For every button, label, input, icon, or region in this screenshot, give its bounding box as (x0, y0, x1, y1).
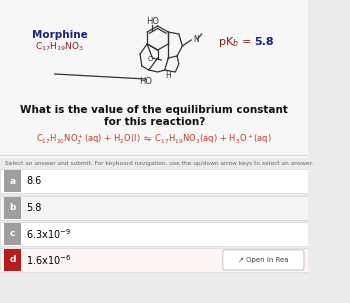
FancyBboxPatch shape (4, 249, 21, 271)
FancyBboxPatch shape (0, 196, 308, 220)
FancyBboxPatch shape (4, 197, 21, 219)
FancyBboxPatch shape (4, 223, 21, 245)
FancyBboxPatch shape (223, 250, 304, 270)
Text: Morphine: Morphine (32, 30, 88, 40)
FancyBboxPatch shape (0, 169, 308, 193)
FancyBboxPatch shape (4, 170, 21, 192)
Text: b: b (9, 204, 15, 212)
Text: HO: HO (146, 18, 159, 26)
Text: H: H (166, 72, 171, 81)
Text: ↗ Open in Rea: ↗ Open in Rea (238, 257, 289, 263)
FancyBboxPatch shape (0, 275, 308, 303)
Text: 5.8: 5.8 (27, 203, 42, 213)
Text: 1.6x10$^{-6}$: 1.6x10$^{-6}$ (27, 253, 72, 267)
Text: C$_{17}$H$_{19}$NO$_3$: C$_{17}$H$_{19}$NO$_3$ (35, 41, 84, 53)
Text: N: N (193, 35, 199, 44)
Text: O: O (148, 56, 153, 62)
Text: What is the value of the equilibrium constant: What is the value of the equilibrium con… (20, 105, 288, 115)
Text: 5.8: 5.8 (254, 37, 274, 47)
Text: pK$_b$ =: pK$_b$ = (218, 35, 251, 49)
Text: 6.3x10$^{-9}$: 6.3x10$^{-9}$ (27, 227, 72, 241)
Text: c: c (10, 229, 15, 238)
Text: C$_{17}$H$_{20}$NO$_3^+$(aq) + H$_2$O(l) $\leftrightharpoons$ C$_{17}$H$_{19}$NO: C$_{17}$H$_{20}$NO$_3^+$(aq) + H$_2$O(l)… (36, 133, 272, 147)
Text: d: d (9, 255, 15, 265)
Text: a: a (9, 177, 15, 185)
FancyBboxPatch shape (0, 222, 308, 246)
Text: HO: HO (139, 78, 152, 86)
Text: 8.6: 8.6 (27, 176, 42, 186)
Text: for this reaction?: for this reaction? (104, 117, 205, 127)
Text: Select an answer and submit. For keyboard navigation, use the up/down arrow keys: Select an answer and submit. For keyboar… (5, 161, 314, 165)
FancyBboxPatch shape (0, 248, 308, 272)
FancyBboxPatch shape (0, 0, 308, 158)
